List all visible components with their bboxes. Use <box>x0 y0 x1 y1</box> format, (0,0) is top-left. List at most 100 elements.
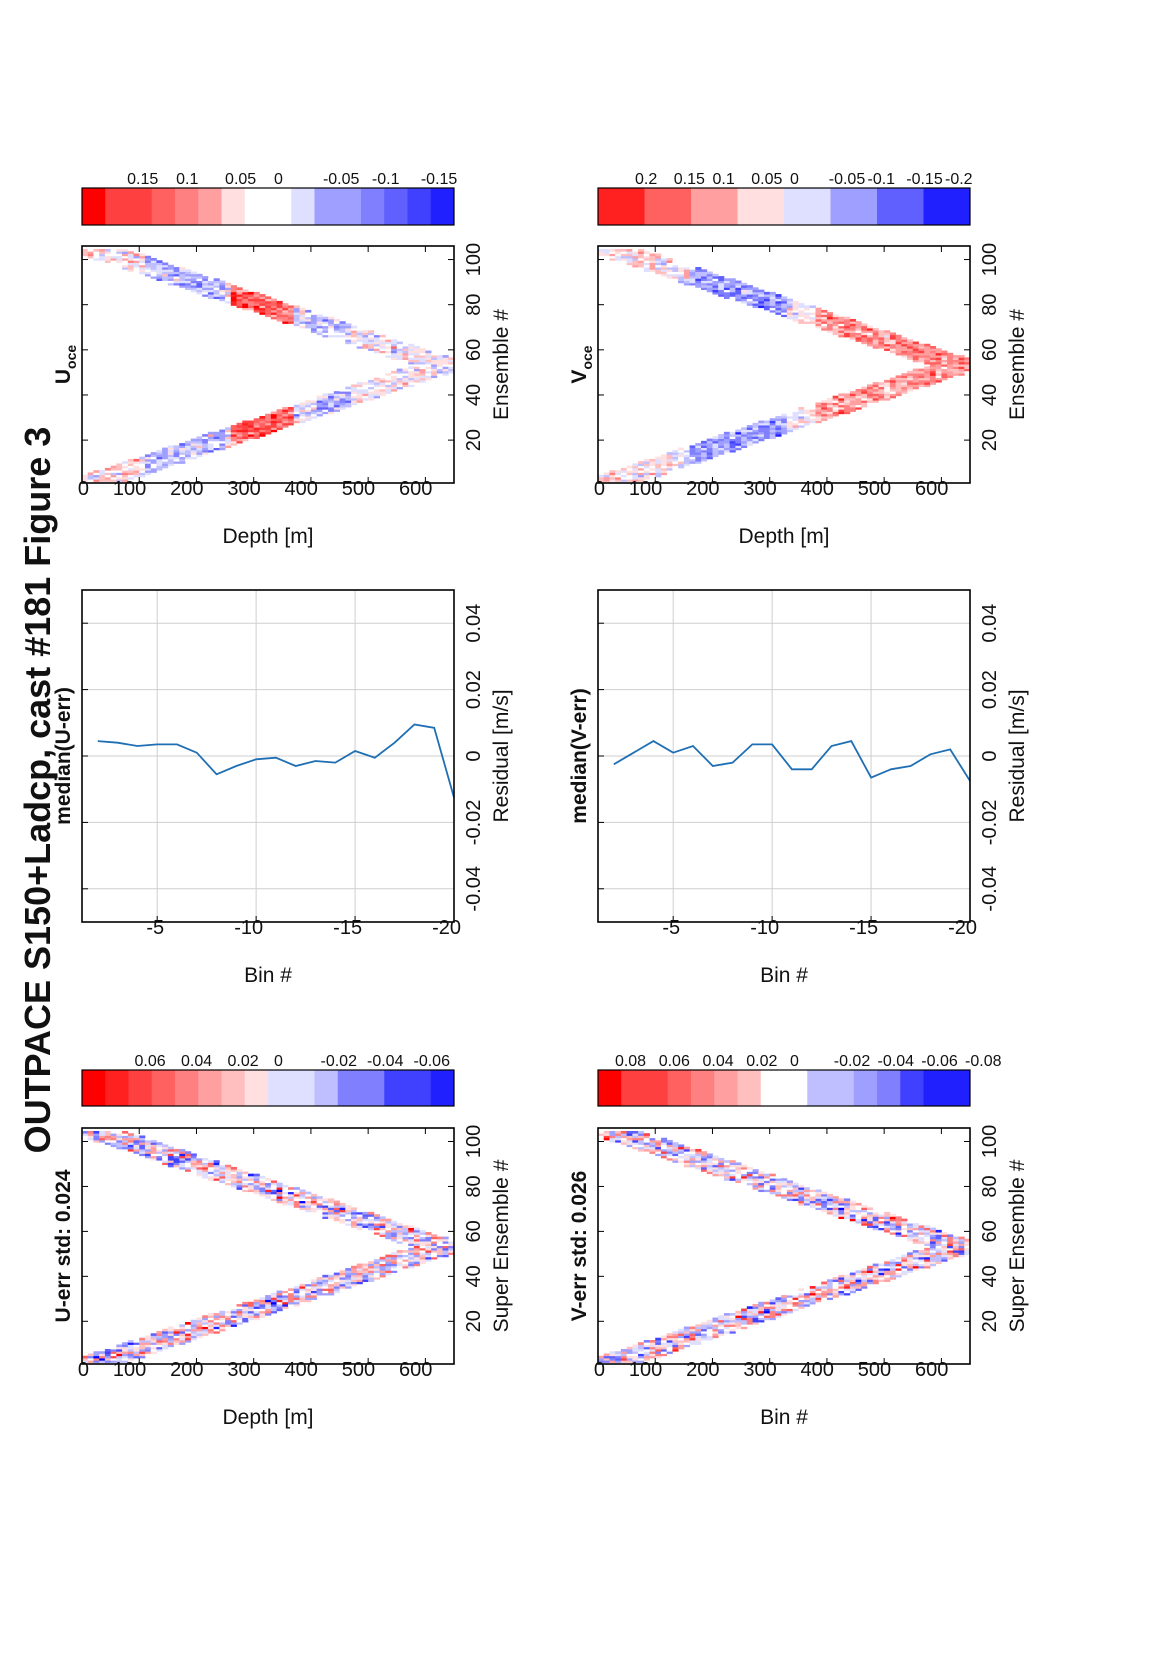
heatmap-cell <box>82 1355 89 1359</box>
heatmap-cell <box>385 1229 392 1233</box>
heatmap-cell <box>333 391 340 394</box>
heatmap-cell <box>173 447 180 451</box>
heatmap-cell <box>139 1342 146 1345</box>
heatmap-cell <box>425 1245 432 1249</box>
heatmap-cell <box>225 1166 232 1170</box>
heatmap-cell <box>299 1292 306 1296</box>
heatmap-cell <box>265 1308 272 1312</box>
colorbar-swatch <box>598 1070 622 1106</box>
colorbar-swatch <box>430 188 455 225</box>
heatmap-cell <box>425 1254 432 1258</box>
plot-frame <box>597 245 971 484</box>
heatmap-cell <box>362 330 369 333</box>
heatmap-cell <box>723 431 731 435</box>
heatmap-cell <box>322 393 329 397</box>
heatmap-cell <box>144 1351 152 1354</box>
heatmap-cell <box>299 1207 306 1211</box>
heatmap-cell <box>110 1144 117 1148</box>
heatmap-cell <box>150 1151 157 1154</box>
heatmap-cell <box>402 343 409 347</box>
heatmap-cell <box>288 420 295 424</box>
heatmap-cell <box>442 1245 449 1249</box>
heatmap-cell <box>339 1214 346 1217</box>
heatmap-cell <box>122 474 129 478</box>
heatmap-cell <box>82 1357 89 1361</box>
colorbar-tick-label: 0.15 <box>674 171 705 188</box>
heatmap-cell <box>150 1335 157 1339</box>
heatmap-cell <box>167 454 174 458</box>
heatmap-cell <box>133 474 140 478</box>
heatmap-cell <box>190 1169 197 1172</box>
heatmap-cell <box>179 445 186 449</box>
heatmap-cell <box>270 411 277 415</box>
heatmap-cell <box>259 1193 266 1197</box>
heatmap-cell <box>448 1238 455 1242</box>
colorbar-tick-label: -0.06 <box>414 1053 451 1070</box>
heatmap-cell <box>339 1270 346 1273</box>
heatmap-cell <box>207 1319 215 1323</box>
heatmap-cell <box>884 330 891 333</box>
heatmap-cell <box>431 1245 438 1249</box>
heatmap-cell <box>133 461 140 464</box>
heatmap-cell <box>122 467 129 471</box>
heatmap-cell <box>345 1209 352 1213</box>
heatmap-cell <box>167 447 174 451</box>
heatmap-cell <box>144 1342 152 1345</box>
heatmap-cell <box>385 1236 392 1240</box>
colorbar-swatch <box>737 188 762 225</box>
heatmap-cell <box>368 1274 375 1278</box>
heatmap-cell <box>150 452 157 455</box>
heatmap-cell <box>127 1353 134 1357</box>
heatmap-cell <box>373 1216 381 1220</box>
colorbar-swatch <box>807 188 831 225</box>
heatmap-cell <box>202 445 209 449</box>
heatmap-cell <box>207 436 215 439</box>
bin-tick-label: -5 <box>146 917 164 939</box>
heatmap-cell <box>952 355 959 358</box>
depth-tick-label: 100 <box>629 1359 662 1381</box>
heatmap-cell <box>373 1232 381 1235</box>
heatmap-cell <box>253 1306 260 1309</box>
heatmap-cell <box>368 1229 375 1233</box>
heatmap-cell <box>133 1148 140 1152</box>
heatmap-cell <box>219 1171 226 1175</box>
heatmap-cell <box>339 1216 346 1220</box>
heatmap-cell <box>322 1277 329 1280</box>
heatmap-cell <box>247 1175 255 1179</box>
heatmap-cell <box>907 339 914 342</box>
heatmap-cell <box>712 1155 719 1159</box>
heatmap-cell <box>150 1157 157 1161</box>
heatmap-cell <box>316 1277 323 1280</box>
heatmap-cell <box>328 1274 335 1278</box>
heatmap-cell <box>162 1146 169 1150</box>
heatmap-cell <box>167 458 174 462</box>
heatmap-cell <box>93 1353 100 1357</box>
heatmap-cell <box>202 447 209 451</box>
heatmap-cell <box>385 1270 392 1273</box>
heatmap-cell <box>878 382 885 385</box>
heatmap-cell <box>236 1178 243 1181</box>
heatmap-cell <box>333 1216 340 1220</box>
heatmap-cell <box>185 1153 192 1157</box>
heatmap-cell <box>196 1324 203 1327</box>
heatmap-cell <box>156 1157 163 1161</box>
heatmap-cell <box>162 1328 169 1332</box>
heatmap-cell <box>895 334 902 338</box>
ensemble-tick-label: 20 <box>979 429 1001 451</box>
heatmap-cell <box>413 1232 421 1235</box>
heatmap-cell <box>167 463 174 467</box>
heatmap-cell <box>242 1304 249 1307</box>
depth-tick-label: 400 <box>285 1359 318 1381</box>
heatmap-cell <box>162 1339 169 1343</box>
heatmap-cell <box>333 1274 340 1278</box>
heatmap-cell <box>408 1250 415 1253</box>
heatmap-cell <box>701 1151 708 1154</box>
heatmap-cell <box>242 289 249 293</box>
heatmap-cell <box>293 1304 300 1307</box>
heatmap-cell <box>179 1157 186 1161</box>
heatmap-cell <box>276 420 283 424</box>
heatmap-cell <box>167 1337 174 1341</box>
heatmap-cell <box>122 472 129 476</box>
heatmap-cell <box>259 425 266 428</box>
heatmap-cell <box>133 1139 140 1143</box>
